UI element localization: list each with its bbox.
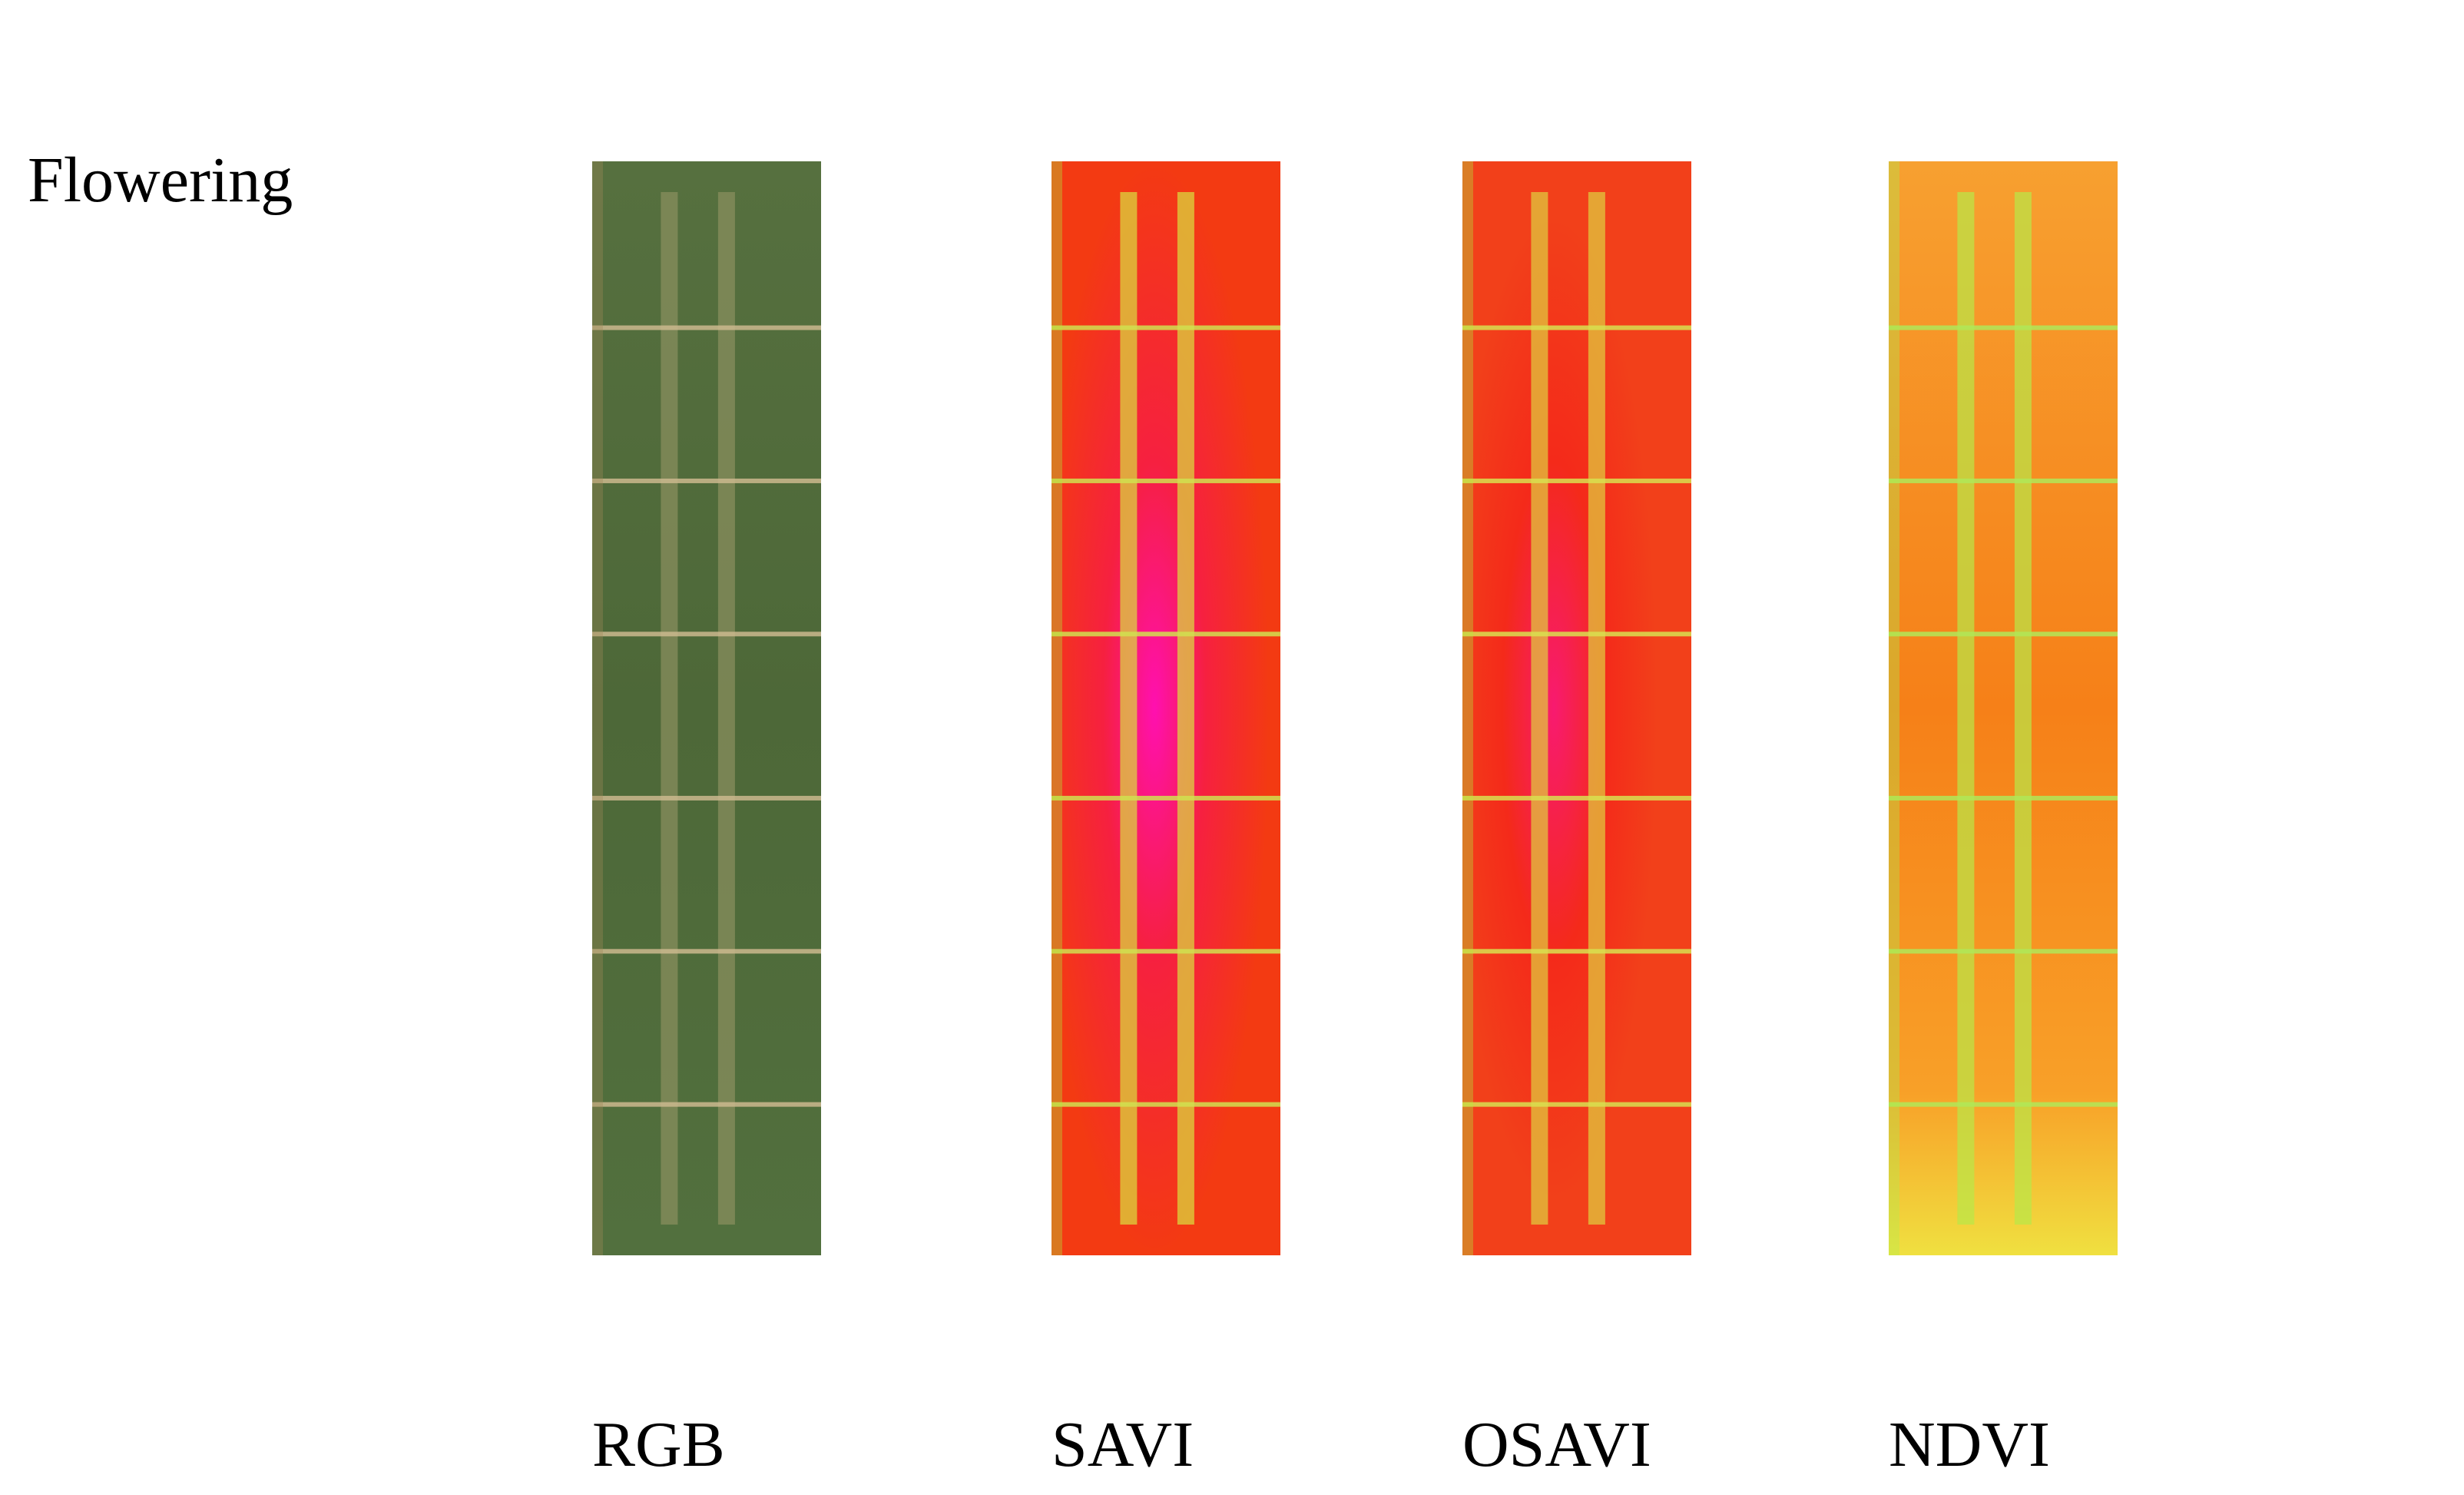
panel-caption: RGB [592, 1409, 725, 1480]
strip-line [1052, 325, 1280, 330]
strip-line [1889, 949, 2118, 954]
strip-line [1889, 478, 2118, 483]
strip-stripe [661, 192, 678, 1225]
strip-line [1052, 631, 1280, 637]
strip-stripe [1177, 192, 1194, 1225]
panel-caption: OSAVI [1462, 1409, 1651, 1480]
strip-line [1052, 949, 1280, 954]
strip-line [592, 631, 821, 637]
strip-base [592, 161, 821, 1255]
strip-line [1462, 631, 1691, 637]
strip-line [1462, 1102, 1691, 1107]
strip-base [1052, 161, 1280, 1255]
strip-line [592, 949, 821, 954]
strip-line [1889, 795, 2118, 801]
strip-stripe [1531, 192, 1548, 1225]
image-strip [1462, 161, 1691, 1255]
strip-line [1889, 325, 2118, 330]
strip-edge [1889, 161, 1899, 1255]
row-label: Flowering [28, 144, 293, 216]
strip-edge [1462, 161, 1473, 1255]
strip-stripe [2014, 192, 2032, 1225]
image-strip [592, 161, 821, 1255]
strip-base [1462, 161, 1691, 1255]
strip-line [1889, 1102, 2118, 1107]
strip-stripe [1588, 192, 1605, 1225]
strip-line [1462, 795, 1691, 801]
image-strip [1889, 161, 2118, 1255]
strip-line [1462, 949, 1691, 954]
strip-line [1052, 795, 1280, 801]
strip-line [1889, 631, 2118, 637]
captions: RGB SAVI OSAVI NDVI [592, 1409, 2050, 1480]
strip-line [1052, 478, 1280, 483]
strip-line [592, 478, 821, 483]
strip-line [1462, 478, 1691, 483]
strip-line [1052, 1102, 1280, 1107]
strip-edge [1052, 161, 1062, 1255]
strip-stripe [1120, 192, 1138, 1225]
panel-caption: SAVI [1052, 1409, 1194, 1480]
strip-line [592, 325, 821, 330]
strip-stripe [1957, 192, 1975, 1225]
image-strip [1052, 161, 1280, 1255]
strip-edge [592, 161, 603, 1255]
strip-base [1889, 161, 2118, 1255]
panel-caption: NDVI [1889, 1409, 2050, 1480]
strip-line [592, 1102, 821, 1107]
strip-line [1462, 325, 1691, 330]
strip-stripe [717, 192, 735, 1225]
image-strips [592, 161, 2118, 1255]
strip-line [592, 795, 821, 801]
